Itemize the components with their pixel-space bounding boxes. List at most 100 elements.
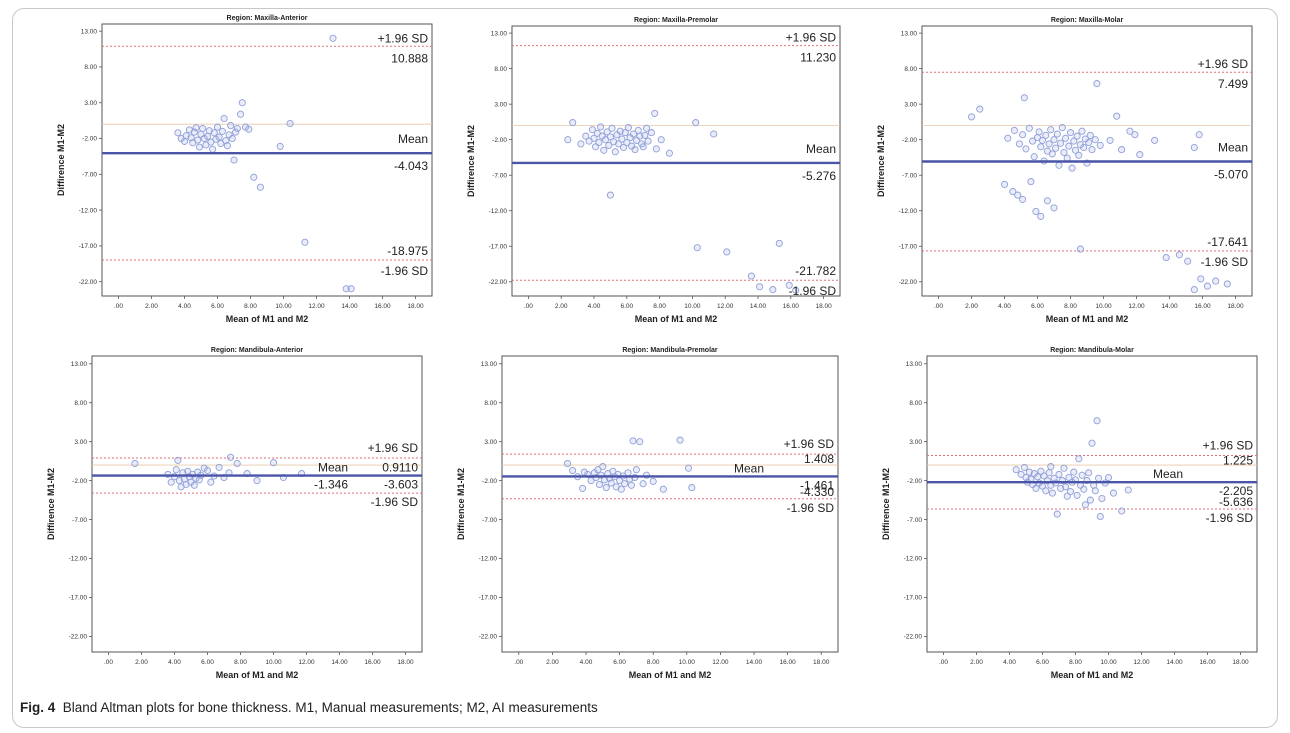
data-point: [180, 137, 189, 145]
y-tick-label: 3.00: [84, 100, 97, 107]
chart-maxilla-premolar: Region: Maxilla-Premolar 13.00 8.00 3.00 -2.…: [466, 17, 841, 324]
data-point: [1022, 145, 1030, 153]
data-point: [1032, 207, 1040, 215]
data-point: [1029, 137, 1037, 145]
plot-title: Region: Maxilla-Molar: [1051, 17, 1124, 24]
data-point: [693, 244, 701, 252]
data-point: [684, 464, 693, 472]
data-point: [1093, 80, 1101, 88]
data-point: [1019, 131, 1027, 139]
plot-area: [101, 23, 433, 297]
data-point: [1113, 112, 1121, 120]
upper-loa-value: 7.499: [1218, 77, 1248, 91]
data-point: [199, 124, 207, 133]
x-tick-label: 12.00: [1133, 659, 1150, 666]
x-tick-label: 14.00: [341, 303, 358, 310]
data-point: [594, 466, 602, 474]
x-tick-label: 4.00: [588, 303, 601, 310]
x-tick-label: 12.00: [1128, 303, 1145, 310]
mean-label: Mean: [1153, 467, 1183, 481]
x-tick-label: 14.00: [746, 659, 763, 666]
y-tick-label: 3.00: [494, 101, 507, 108]
chart-mandibula-molar: Region: Mandibula-Molar 13.00 8.00 3.00 -2.0…: [881, 347, 1258, 680]
data-point: [775, 239, 783, 247]
x-tick-label: 8.00: [653, 303, 666, 310]
plot-area: [501, 355, 839, 653]
x-tick-label: 2.00: [555, 303, 568, 310]
data-point: [631, 146, 639, 154]
data-point: [218, 127, 226, 135]
y-axis-label: Diffirence M1-M2: [466, 125, 476, 197]
x-tick-label: 10.00: [679, 659, 696, 666]
data-point: [1212, 277, 1220, 285]
data-point: [756, 283, 764, 291]
mean-label: Mean: [806, 142, 836, 156]
x-tick-label: .00: [104, 659, 113, 666]
data-point: [1070, 468, 1078, 476]
lower-loa-value: -5.636: [1219, 495, 1253, 509]
data-point: [286, 119, 294, 128]
data-point: [1071, 146, 1080, 154]
data-point: [579, 484, 587, 492]
data-point: [710, 130, 718, 138]
data-point: [1009, 188, 1017, 196]
x-tick-label: 6.00: [620, 303, 633, 310]
x-tick-label: 16.00: [783, 303, 800, 310]
data-point: [1015, 140, 1023, 148]
x-tick-label: 2.00: [145, 303, 158, 310]
data-point: [563, 459, 572, 468]
x-tick-label: 16.00: [1194, 303, 1211, 310]
data-point: [621, 480, 629, 488]
mean-value: -1.461: [800, 478, 834, 492]
data-point: [651, 109, 659, 117]
data-point: [621, 129, 629, 137]
upper-loa-label: +1.96 SD: [1198, 57, 1249, 71]
y-tick-label: -17.00: [69, 595, 88, 602]
lower-loa-label: -1.96 SD: [1206, 511, 1254, 525]
caption-label: Fig. 4: [20, 700, 56, 715]
y-tick-label: -2.00: [907, 478, 922, 485]
data-point: [590, 134, 598, 142]
x-tick-label: 12.00: [717, 303, 734, 310]
data-point: [1093, 417, 1101, 425]
data-point: [1063, 492, 1071, 500]
data-point: [1055, 470, 1063, 478]
chart-maxilla-anterior: Region: Maxilla-Anterior 13.00 8.00 3.00 -2.…: [56, 15, 433, 324]
data-point: [228, 134, 236, 143]
x-axis-label: Mean of M1 and M2: [226, 314, 309, 324]
data-point: [657, 136, 665, 144]
x-tick-label: 6.00: [201, 659, 214, 666]
y-tick-label: -22.00: [489, 279, 508, 286]
data-point: [1057, 139, 1065, 147]
data-point: [1037, 143, 1045, 151]
x-tick-label: .00: [524, 303, 533, 310]
data-point: [1106, 136, 1114, 144]
x-tick-label: .00: [939, 659, 948, 666]
data-point: [1131, 131, 1139, 139]
data-point: [1035, 128, 1043, 136]
x-axis-label: Mean of M1 and M2: [635, 314, 718, 324]
x-tick-label: 14.00: [1166, 659, 1183, 666]
mean-value: -5.276: [802, 169, 836, 183]
x-tick-label: 18.00: [397, 659, 414, 666]
lower-loa-label: -1.96 SD: [789, 284, 837, 298]
data-point: [1078, 127, 1086, 135]
plot-area: [91, 355, 423, 653]
mean-value: -5.070: [1214, 167, 1248, 181]
data-point: [204, 132, 212, 140]
upper-loa-label: +1.96 SD: [786, 31, 837, 45]
plot-title: Region: Mandibula-Premolar: [622, 347, 718, 354]
data-point: [1070, 137, 1078, 145]
y-axis-label: Diffirence M1-M2: [881, 468, 891, 540]
x-tick-label: 4.00: [178, 303, 191, 310]
lower-loa-label: -1.96 SD: [381, 264, 429, 278]
data-point: [207, 478, 215, 486]
x-tick-label: .00: [514, 659, 523, 666]
lower-loa-value: -17.641: [1207, 235, 1248, 249]
x-tick-label: 10.00: [275, 303, 292, 310]
y-tick-label: 13.00: [71, 361, 88, 368]
data-point: [1042, 487, 1050, 495]
data-point: [233, 124, 241, 133]
data-point: [1050, 204, 1058, 212]
y-tick-label: -22.00: [79, 279, 98, 286]
